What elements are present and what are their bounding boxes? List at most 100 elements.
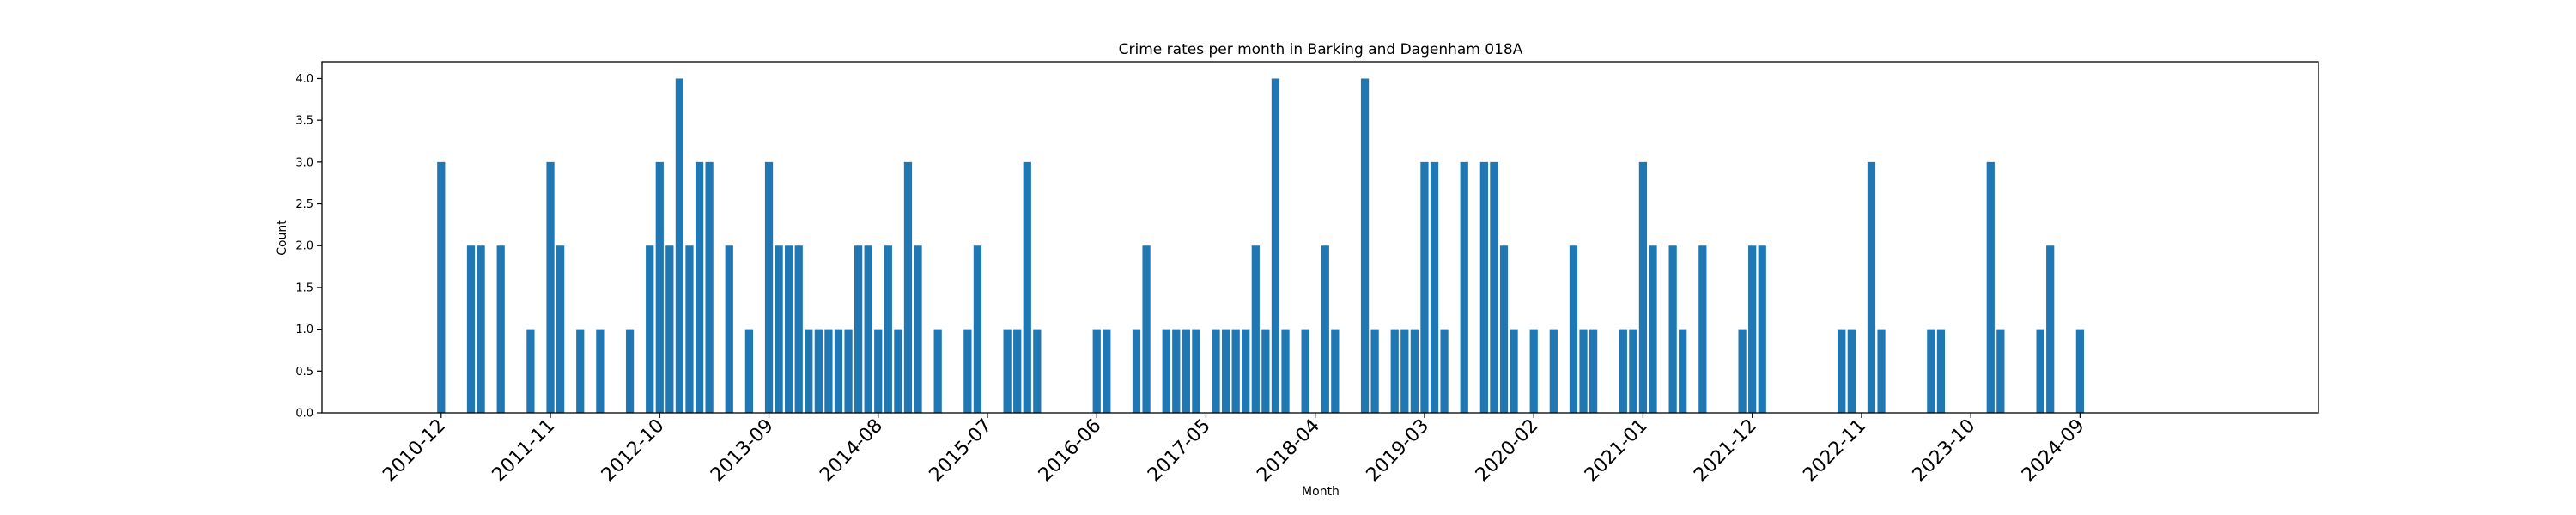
- x-tick-label: 2023-10: [1909, 415, 1980, 487]
- x-tick-label: 2019-03: [1363, 415, 1434, 487]
- bar: [1370, 329, 1379, 413]
- bar: [894, 329, 902, 413]
- bar: [1510, 329, 1518, 413]
- bar: [805, 329, 813, 413]
- x-tick-label: 2022-11: [1799, 415, 1870, 487]
- bar: [655, 161, 664, 414]
- x-tick-label: 2020-02: [1472, 415, 1543, 487]
- bar: [963, 329, 972, 413]
- bar: [1192, 329, 1200, 413]
- chart-title: Crime rates per month in Barking and Dag…: [1119, 41, 1523, 58]
- y-tick-label: 1.0: [295, 324, 313, 336]
- x-axis: 2010-12 2011-11 2012-10 2013-09 2014-08 2015-…: [379, 413, 2089, 487]
- bar: [1649, 245, 1657, 413]
- bar: [814, 329, 823, 413]
- bar: [496, 245, 505, 413]
- y-tick-label: 3.0: [295, 156, 313, 169]
- x-tick-label: 2015-07: [926, 415, 997, 487]
- bar: [437, 161, 446, 414]
- bar: [1092, 329, 1101, 413]
- bar: [1927, 329, 1935, 413]
- bar: [1103, 329, 1111, 413]
- bar: [824, 329, 833, 413]
- bar: [1668, 245, 1677, 413]
- bar: [1400, 329, 1409, 413]
- bar: [1331, 329, 1340, 413]
- bar: [576, 329, 585, 413]
- bar: [625, 329, 635, 413]
- bar: [1996, 329, 2005, 413]
- x-axis-label: Month: [1302, 485, 1340, 499]
- x-tick-label: 2021-12: [1690, 415, 1761, 487]
- y-tick-label: 2.0: [295, 240, 313, 253]
- x-tick-label: 2011-11: [489, 415, 560, 487]
- bar: [1023, 161, 1031, 414]
- bar: [646, 245, 654, 413]
- bar: [1390, 329, 1399, 413]
- y-tick-label: 4.0: [295, 73, 313, 86]
- y-tick-label: 0.5: [295, 366, 313, 379]
- bar: [1490, 161, 1498, 414]
- bar: [914, 245, 922, 413]
- bar: [1867, 161, 1876, 414]
- bar: [854, 245, 863, 413]
- x-tick-label: 2014-08: [816, 415, 887, 487]
- bar: [1132, 329, 1141, 413]
- bar: [744, 329, 754, 413]
- bar: [675, 78, 684, 413]
- bar: [1231, 329, 1240, 413]
- bar: [1430, 161, 1439, 414]
- bar: [874, 329, 883, 413]
- y-tick-label: 2.5: [295, 198, 313, 211]
- bar: [1033, 329, 1042, 413]
- bar: [1251, 245, 1260, 413]
- x-tick-label: 2017-05: [1144, 415, 1215, 487]
- bar: [834, 329, 843, 413]
- bar: [1360, 78, 1370, 413]
- y-tick-label: 0.0: [295, 408, 313, 421]
- bar: [1321, 245, 1329, 413]
- bar: [466, 245, 476, 413]
- bar: [1261, 329, 1270, 413]
- bar: [1221, 329, 1230, 413]
- bar: [1003, 329, 1012, 413]
- bar: [1758, 245, 1766, 413]
- bar: [1162, 329, 1170, 413]
- bar: [844, 329, 853, 413]
- x-tick-label: 2016-06: [1035, 415, 1106, 487]
- bar: [1679, 329, 1687, 413]
- bar: [1847, 329, 1856, 413]
- bar: [1698, 245, 1707, 413]
- bars-layer: [437, 78, 2085, 414]
- bar: [1499, 245, 1509, 413]
- bar: [2036, 329, 2044, 413]
- x-tick-label: 2010-12: [379, 415, 450, 487]
- bar: [1579, 329, 1588, 413]
- bar: [1460, 161, 1468, 414]
- bar: [1838, 329, 1846, 413]
- bar: [884, 245, 892, 413]
- bar: [2075, 329, 2085, 413]
- bar: [764, 161, 774, 414]
- y-tick-label: 3.5: [295, 115, 313, 128]
- bar: [973, 245, 982, 413]
- x-tick-label: 2013-09: [707, 415, 778, 487]
- y-axis: 0.0 0.5 1.0 1.5 2.0 2.5 3.0 3.5 4.0: [295, 73, 322, 421]
- bar: [1589, 329, 1598, 413]
- y-tick-label: 1.5: [295, 282, 313, 294]
- bar: [864, 245, 872, 413]
- bar: [1619, 329, 1627, 413]
- bar: [1281, 329, 1290, 413]
- x-tick-label: 2024-09: [2018, 415, 2089, 487]
- bar: [1440, 329, 1449, 413]
- plot-frame: [321, 61, 2319, 414]
- bar: [1748, 245, 1757, 413]
- bar: [1301, 329, 1309, 413]
- bar: [933, 329, 942, 413]
- bar: [1479, 161, 1488, 414]
- bar: [526, 329, 535, 413]
- bar: [1549, 329, 1558, 413]
- bar: [1986, 161, 1995, 414]
- bar: [785, 245, 793, 413]
